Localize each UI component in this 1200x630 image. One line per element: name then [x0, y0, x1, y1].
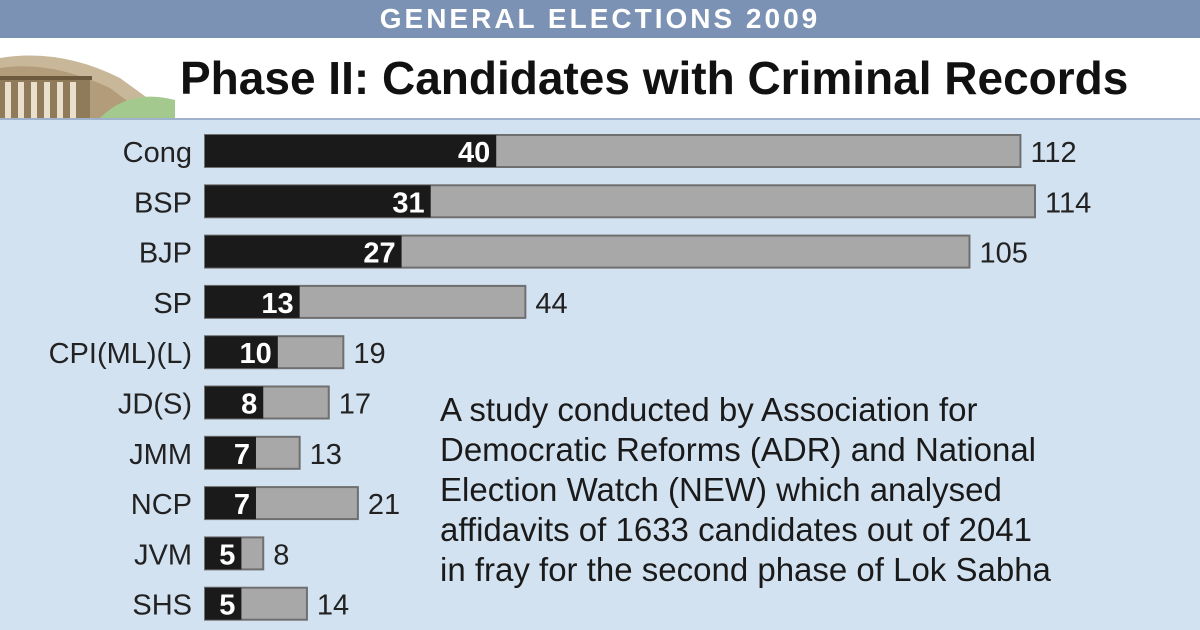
category-label: BSP: [134, 187, 192, 219]
description: A study conducted by Association for Dem…: [440, 390, 1180, 590]
criminal-value-label: 13: [261, 288, 293, 320]
category-label: CPI(ML)(L): [49, 338, 192, 370]
criminal-bar: [205, 386, 264, 419]
criminal-bar: [205, 235, 402, 268]
category-label: SP: [153, 288, 192, 320]
description-line: affidavits of 1633 candidates out of 204…: [440, 511, 1033, 548]
criminal-value-label: 5: [219, 539, 235, 571]
criminal-value-label: 5: [219, 590, 235, 622]
criminal-value-label: 10: [240, 338, 272, 370]
criminal-value-label: 31: [392, 187, 424, 219]
total-value-label: 114: [1045, 187, 1091, 219]
criminal-value-label: 8: [241, 389, 257, 421]
category-label: BJP: [139, 238, 192, 270]
category-label: NCP: [131, 489, 192, 521]
criminal-value-label: 27: [363, 238, 395, 270]
criminal-bar: [205, 587, 242, 620]
title-bar: Phase II: Candidates with Criminal Recor…: [0, 38, 1200, 120]
total-value-label: 13: [310, 439, 342, 471]
criminal-bar: [205, 487, 256, 520]
criminal-value-label: 7: [234, 489, 250, 521]
banner: GENERAL ELECTIONS 2009: [0, 0, 1200, 38]
category-label: JMM: [129, 439, 192, 471]
description-line: Democratic Reforms (ADR) and National: [440, 431, 1037, 468]
chart-title: Phase II: Candidates with Criminal Recor…: [180, 52, 1129, 104]
criminal-bar: [205, 285, 300, 318]
category-label: SHS: [132, 590, 192, 622]
total-value-label: 21: [368, 489, 400, 521]
total-value-label: 17: [339, 389, 371, 421]
description-line: in fray for the second phase of Lok Sabh…: [440, 551, 1051, 588]
total-value-label: 44: [535, 288, 567, 320]
criminal-bar: [205, 135, 497, 167]
total-value-label: 14: [317, 590, 349, 622]
category-label: Cong: [123, 137, 192, 169]
description-line: Election Watch (NEW) which analysed: [440, 471, 1002, 508]
parliament-building-icon: [0, 38, 175, 118]
category-label: JD(S): [118, 389, 192, 421]
criminal-bar: [205, 436, 256, 469]
total-value-label: 105: [979, 238, 1027, 270]
total-value-label: 8: [273, 539, 289, 571]
criminal-bar: [205, 336, 278, 369]
description-line: A study conducted by Association for: [440, 391, 978, 428]
total-value-label: 112: [1030, 137, 1076, 169]
criminal-value-label: 40: [458, 137, 490, 169]
criminal-value-label: 7: [234, 439, 250, 471]
total-value-label: 19: [353, 338, 385, 370]
criminal-bar: [205, 537, 242, 570]
criminal-bar: [205, 185, 431, 218]
category-label: JVM: [134, 539, 192, 571]
